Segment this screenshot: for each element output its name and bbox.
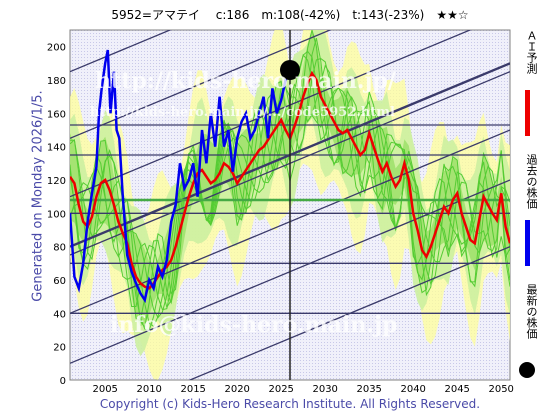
legend-forecast-swatch	[525, 90, 530, 136]
watermark-url: http://kids-hero.main.jp/	[95, 68, 397, 94]
y-tick-label: 140	[47, 143, 66, 154]
copyright-footer: Copyright (c) Kids-Hero Research Institu…	[99, 397, 481, 411]
legend-past-swatch	[525, 220, 530, 266]
x-tick-label: 2045	[444, 384, 469, 395]
y-tick-label: 120	[47, 176, 66, 187]
legend-latest-marker	[519, 362, 535, 378]
legend-forecast-label: ＡＩ予測	[525, 30, 538, 74]
x-tick-label: 2030	[312, 384, 337, 395]
y-tick-label: 0	[60, 376, 66, 387]
y-tick-label: 60	[53, 276, 66, 287]
y-tick-label: 200	[47, 43, 66, 54]
watermark-email: info@kids-hero.main.jp	[110, 312, 397, 338]
latest-price-marker	[280, 60, 300, 80]
x-tick-label: 2020	[224, 384, 249, 395]
y-tick-label: 180	[47, 76, 66, 87]
y-tick-label: 160	[47, 109, 66, 120]
x-tick-label: 2035	[356, 384, 381, 395]
y-tick-label: 20	[53, 343, 66, 354]
y-tick-label: 100	[47, 209, 66, 220]
y-tick-label: 40	[53, 309, 66, 320]
x-tick-label: 2025	[268, 384, 293, 395]
x-tick-label: 2010	[136, 384, 161, 395]
x-tick-label: 2005	[92, 384, 117, 395]
x-tick-label: 2050	[488, 384, 513, 395]
legend: ＡＩ予測 過去の株価 最新の株価	[516, 28, 540, 380]
past-price-line	[70, 49, 292, 304]
chart-title: 5952=アマテイ c:186 m:108(-42%) t:143(-23%) …	[111, 8, 469, 22]
watermark-page: http://kids-hero.main.jp/.../code5952.ht…	[90, 105, 395, 120]
legend-latest-label: 最新の株価	[525, 284, 538, 339]
x-tick-label: 2015	[180, 384, 205, 395]
legend-past-label: 過去の株価	[525, 154, 538, 209]
y-tick-label: 80	[53, 243, 66, 254]
trend-channel-line	[70, 30, 172, 73]
x-tick-label: 2040	[400, 384, 425, 395]
generated-date-label: Generated on Monday 2026/1/5.	[30, 90, 46, 302]
